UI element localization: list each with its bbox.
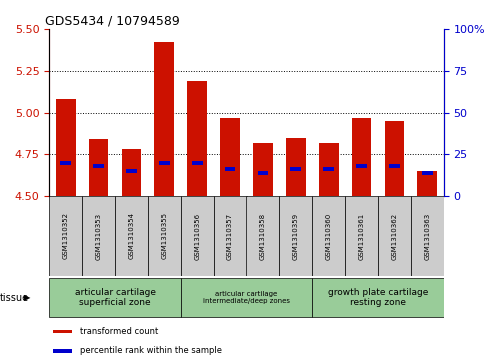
Bar: [49, 196, 82, 276]
Text: GSM1310354: GSM1310354: [129, 212, 135, 260]
Bar: [53, 349, 72, 352]
Bar: [286, 138, 306, 196]
Text: transformed count: transformed count: [80, 327, 158, 336]
Bar: [253, 143, 273, 196]
Bar: [378, 196, 411, 276]
Bar: [181, 196, 213, 276]
Bar: [345, 196, 378, 276]
Bar: [159, 160, 170, 165]
Text: GSM1310361: GSM1310361: [358, 212, 364, 260]
Bar: [93, 164, 104, 168]
Bar: [192, 160, 203, 165]
Text: GSM1310356: GSM1310356: [194, 212, 200, 260]
Bar: [89, 139, 108, 196]
Bar: [319, 143, 339, 196]
Bar: [126, 169, 137, 173]
Text: GSM1310359: GSM1310359: [293, 212, 299, 260]
Bar: [312, 278, 444, 317]
Bar: [290, 167, 301, 171]
Bar: [422, 171, 433, 175]
Bar: [225, 167, 236, 171]
Bar: [352, 118, 371, 196]
Bar: [246, 196, 280, 276]
Bar: [53, 330, 72, 333]
Text: GSM1310362: GSM1310362: [391, 212, 397, 260]
Bar: [154, 42, 174, 196]
Bar: [257, 171, 268, 175]
Bar: [148, 196, 181, 276]
Text: GDS5434 / 10794589: GDS5434 / 10794589: [45, 15, 180, 28]
Bar: [181, 278, 312, 317]
Text: GSM1310363: GSM1310363: [424, 212, 430, 260]
Bar: [49, 278, 181, 317]
Text: articular cartilage
superficial zone: articular cartilage superficial zone: [74, 288, 155, 307]
Text: articular cartilage
intermediate/deep zones: articular cartilage intermediate/deep zo…: [203, 291, 290, 304]
Bar: [411, 196, 444, 276]
Bar: [356, 164, 367, 168]
Text: ▶: ▶: [24, 293, 31, 302]
Bar: [418, 171, 437, 196]
Bar: [187, 81, 207, 196]
Bar: [312, 196, 345, 276]
Bar: [56, 99, 75, 196]
Bar: [280, 196, 312, 276]
Text: tissue: tissue: [0, 293, 29, 303]
Text: GSM1310360: GSM1310360: [326, 212, 332, 260]
Text: GSM1310353: GSM1310353: [96, 212, 102, 260]
Text: GSM1310352: GSM1310352: [63, 212, 69, 260]
Bar: [60, 160, 71, 165]
Text: GSM1310355: GSM1310355: [161, 212, 167, 260]
Bar: [385, 121, 404, 196]
Bar: [220, 118, 240, 196]
Text: growth plate cartilage
resting zone: growth plate cartilage resting zone: [328, 288, 428, 307]
Bar: [213, 196, 246, 276]
Bar: [115, 196, 148, 276]
Bar: [122, 149, 141, 196]
Bar: [389, 164, 400, 168]
Text: GSM1310357: GSM1310357: [227, 212, 233, 260]
Text: GSM1310358: GSM1310358: [260, 212, 266, 260]
Bar: [82, 196, 115, 276]
Bar: [323, 167, 334, 171]
Text: percentile rank within the sample: percentile rank within the sample: [80, 346, 222, 355]
